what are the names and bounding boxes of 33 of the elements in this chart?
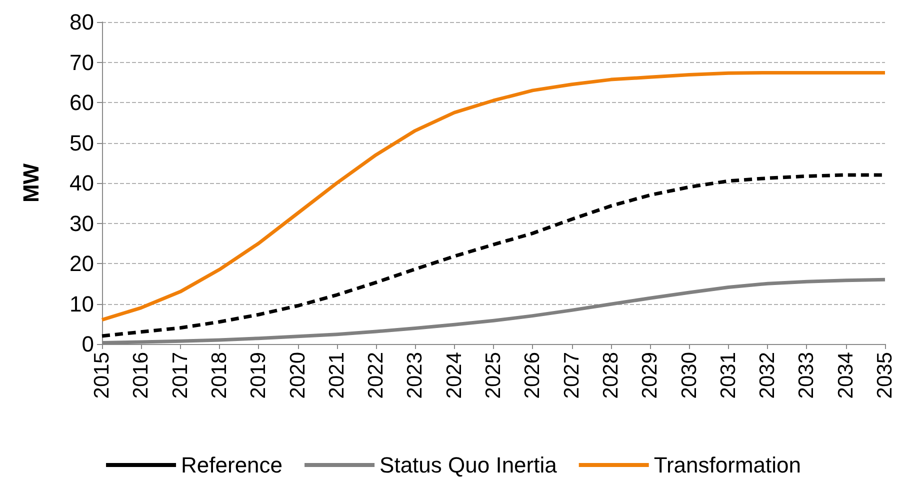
x-tick-label: 2026 [521, 352, 544, 399]
x-tick-label: 2027 [560, 352, 584, 399]
x-tick-label: 2033 [795, 352, 818, 399]
x-tick-label: 2017 [168, 352, 192, 399]
x-tick-label: 2035 [874, 352, 896, 399]
x-tick-label: 2020 [286, 352, 310, 399]
y-tick-label: 10 [70, 291, 94, 316]
y-tick-label: 30 [70, 210, 94, 236]
x-tick-label: 2030 [678, 352, 701, 399]
y-tick-label: 80 [70, 10, 94, 34]
x-tick-label: 2025 [482, 352, 505, 399]
y-tick-label: 40 [70, 170, 94, 196]
x-tick-label: 2019 [247, 352, 270, 399]
x-tick-label: 2031 [716, 352, 740, 399]
legend-label: Transformation [654, 452, 801, 478]
y-tick-label: 70 [70, 50, 94, 75]
x-tick-label: 2024 [442, 352, 466, 399]
x-tick-label: 2016 [130, 352, 153, 399]
x-tick-label: 2021 [325, 352, 348, 399]
x-tick-label: 2023 [404, 352, 427, 399]
legend-label: Status Quo Inertia [380, 452, 558, 478]
x-tick-label: 2029 [638, 352, 662, 399]
x-tick-label: 2034 [834, 352, 858, 399]
y-tick-label: 50 [70, 130, 94, 156]
x-tick-label: 2018 [208, 352, 231, 399]
x-tick-label: 2032 [756, 352, 780, 399]
y-tick-label: 20 [70, 251, 94, 276]
x-tick-label: 2028 [599, 352, 622, 399]
line-series [100, 70, 887, 322]
legend-label: Reference [181, 452, 283, 478]
x-tick-label: 2022 [364, 352, 388, 399]
y-tick-label: 60 [70, 90, 94, 115]
y-axis-title: MW [18, 163, 44, 203]
